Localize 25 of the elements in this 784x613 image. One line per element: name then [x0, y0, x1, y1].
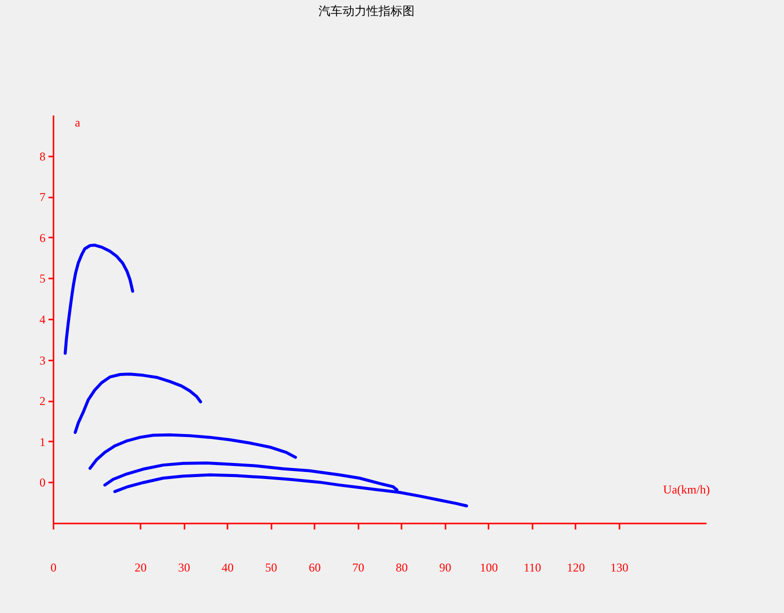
- y-tick-label: 5: [40, 272, 46, 286]
- y-tick-label: 1: [40, 434, 46, 449]
- x-tick-label: 70: [352, 560, 364, 574]
- x-tick-label: 60: [308, 560, 321, 574]
- x-tick-label: 120: [566, 560, 585, 574]
- x-tick-label: 50: [265, 560, 278, 574]
- y-tick-label: 4: [40, 312, 46, 326]
- y-tick-label: 3: [40, 353, 46, 368]
- x-tick-label: 100: [480, 560, 498, 574]
- x-tick-label: 20: [134, 560, 147, 574]
- x-tick-label: 110: [524, 560, 542, 574]
- chart-title: 汽车动力性指标图: [318, 4, 414, 18]
- x-tick-label: 30: [178, 560, 190, 574]
- y-axis-title: a: [74, 116, 81, 130]
- x-tick-label: 0: [50, 560, 56, 574]
- y-tick-label: 6: [40, 230, 46, 245]
- y-tick-label: 8: [40, 149, 46, 164]
- y-tick-label: 7: [40, 190, 46, 204]
- x-axis-title: Ua(km/h): [663, 482, 710, 496]
- x-tick-label: 90: [439, 560, 452, 574]
- x-tick-label: 40: [222, 560, 234, 574]
- y-tick-label: 0: [40, 476, 46, 490]
- x-tick-label: 130: [610, 560, 628, 574]
- y-tick-label: 2: [40, 394, 46, 408]
- x-tick-label: 80: [396, 560, 408, 574]
